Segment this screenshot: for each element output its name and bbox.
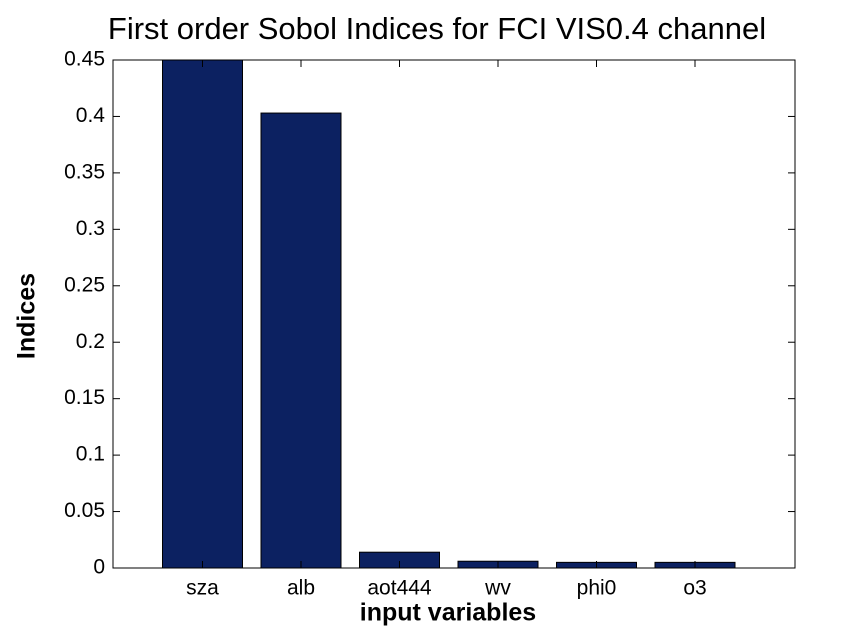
x-axis-label: input variables (360, 599, 536, 627)
x-tick-label: wv (484, 577, 511, 600)
y-tick-label: 0.1 (76, 443, 105, 466)
y-tick-label: 0.15 (64, 386, 105, 409)
bar (260, 112, 342, 569)
y-tick-label: 0.05 (64, 499, 105, 522)
y-tick-label: 0.25 (64, 273, 105, 296)
y-tick-label: 0.35 (64, 160, 105, 183)
y-tick-label: 0.2 (76, 330, 105, 353)
y-tick-label: 0 (93, 556, 105, 579)
bar (162, 59, 243, 569)
y-tick-label: 0.4 (76, 104, 106, 127)
plot-frame (112, 59, 796, 569)
chart-title: First order Sobol Indices for FCI VIS0.4… (108, 11, 766, 46)
x-tick-label: sza (186, 577, 219, 600)
x-tick-label: alb (287, 577, 315, 600)
y-axis-label: Indices (13, 273, 41, 359)
y-tick-label: 0.3 (76, 217, 105, 240)
y-tick-label: 0.45 (64, 48, 105, 71)
x-tick-label: aot444 (367, 577, 432, 600)
x-tick-label: phi0 (577, 577, 617, 600)
x-tick-label: o3 (683, 577, 706, 600)
